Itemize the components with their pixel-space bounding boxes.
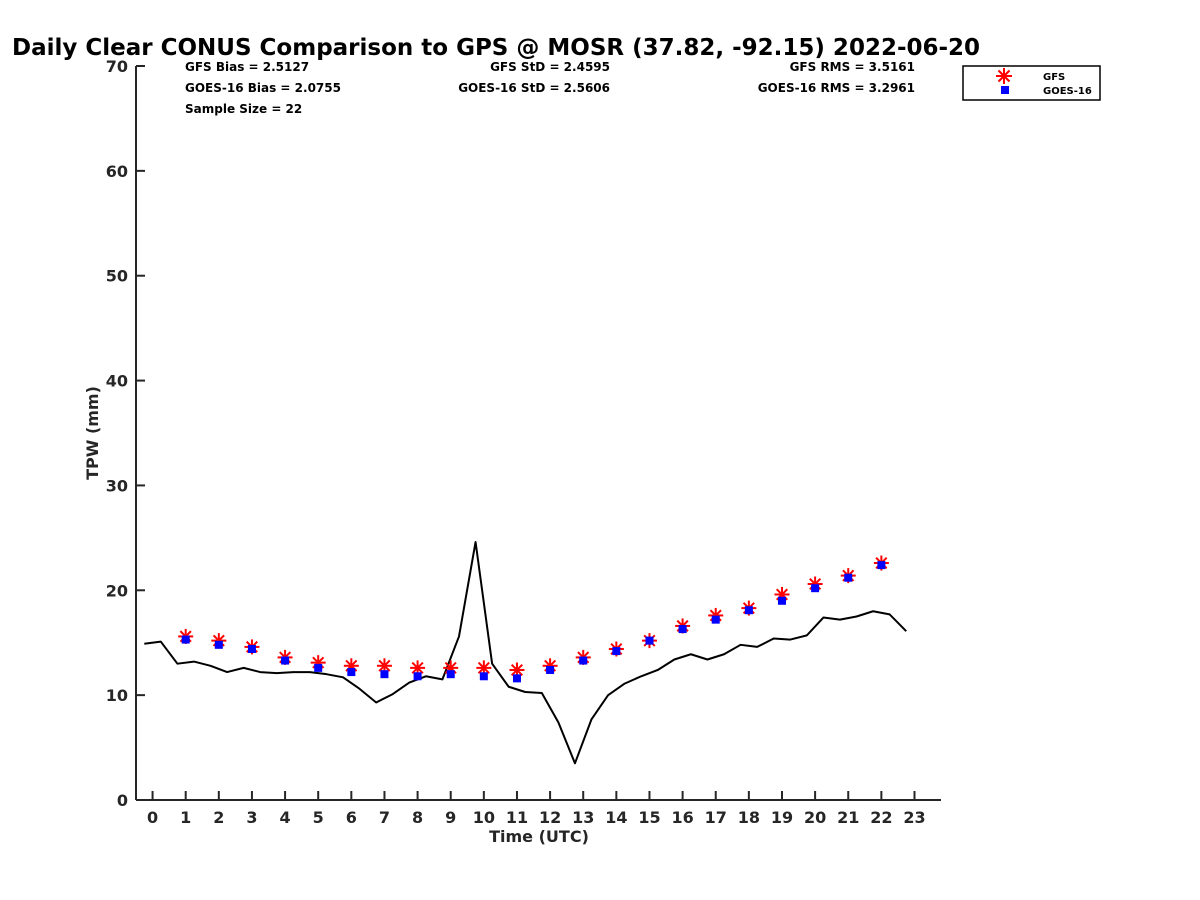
x-tick-label: 6	[346, 808, 357, 827]
x-tick-label: 10	[473, 808, 495, 827]
goes-point	[811, 584, 820, 593]
x-tick-label: 8	[412, 808, 423, 827]
y-tick-label: 30	[106, 476, 128, 495]
x-tick-label: 18	[738, 808, 760, 827]
y-tick-label: 0	[117, 791, 128, 810]
x-tick-label: 16	[671, 808, 693, 827]
x-tick-label: 3	[246, 808, 257, 827]
goes-point	[413, 672, 422, 681]
goes-point	[479, 672, 488, 681]
y-tick-label: 20	[106, 581, 128, 600]
goes-point	[546, 665, 555, 674]
y-tick-label: 60	[106, 162, 128, 181]
y-tick-label: 40	[106, 372, 128, 391]
x-tick-label: 20	[804, 808, 826, 827]
x-tick-label: 4	[280, 808, 291, 827]
x-tick-label: 13	[572, 808, 594, 827]
goes-point	[678, 625, 687, 634]
goes-point	[446, 670, 455, 679]
chart-title: Daily Clear CONUS Comparison to GPS @ MO…	[12, 35, 980, 61]
goes-point	[612, 647, 621, 656]
x-tick-label: 17	[705, 808, 727, 827]
goes-point	[314, 663, 323, 672]
y-tick-label: 10	[106, 686, 128, 705]
goes-point	[281, 656, 290, 665]
x-tick-label: 22	[870, 808, 892, 827]
goes-point	[512, 674, 521, 683]
goes-point	[214, 640, 223, 649]
goes-point	[744, 606, 753, 615]
legend-goes-marker	[1001, 86, 1009, 94]
x-tick-label: 2	[213, 808, 224, 827]
x-tick-label: 1	[180, 808, 191, 827]
x-tick-label: 23	[903, 808, 925, 827]
goes-point	[777, 596, 786, 605]
goes-bias-text: GOES-16 Bias = 2.0755	[185, 81, 341, 95]
y-axis-label: TPW (mm)	[83, 386, 102, 480]
x-tick-label: 7	[379, 808, 390, 827]
sample-size-text: Sample Size = 22	[185, 102, 302, 116]
y-tick-label: 70	[106, 57, 128, 76]
legend-gfs-marker	[996, 68, 1012, 84]
goes-point	[711, 615, 720, 624]
goes-point	[645, 636, 654, 645]
goes-point	[844, 573, 853, 582]
gps-series	[144, 541, 907, 765]
gfs-bias-text: GFS Bias = 2.5127	[185, 60, 309, 74]
goes-std-text: GOES-16 StD = 2.5606	[458, 81, 610, 95]
gps-line	[144, 541, 907, 765]
x-tick-label: 9	[445, 808, 456, 827]
x-tick-label: 0	[147, 808, 158, 827]
legend-goes-label: GOES-16	[1043, 86, 1092, 97]
legend-gfs-label: GFS	[1043, 72, 1065, 83]
goes-point	[181, 635, 190, 644]
goes-point	[347, 668, 356, 677]
legend-box	[962, 65, 1101, 101]
y-tick-label: 50	[106, 267, 128, 286]
x-tick-label: 5	[313, 808, 324, 827]
gfs-rms-text: GFS RMS = 3.5161	[790, 60, 915, 74]
x-tick-label: 15	[638, 808, 660, 827]
goes-point	[579, 656, 588, 665]
x-tick-label: 11	[506, 808, 528, 827]
x-tick-label: 19	[771, 808, 793, 827]
x-tick-label: 14	[605, 808, 627, 827]
x-axis-label: Time (UTC)	[489, 827, 589, 846]
goes-series	[181, 561, 886, 683]
goes-rms-text: GOES-16 RMS = 3.2961	[758, 81, 915, 95]
x-tick-label: 12	[539, 808, 561, 827]
goes-point	[247, 645, 256, 654]
legend: GFS GOES-16	[962, 65, 1101, 101]
goes-point	[877, 561, 886, 570]
gfs-point	[476, 660, 492, 676]
goes-point	[380, 670, 389, 679]
gfs-std-text: GFS StD = 2.4595	[490, 60, 610, 74]
x-tick-label: 21	[837, 808, 859, 827]
